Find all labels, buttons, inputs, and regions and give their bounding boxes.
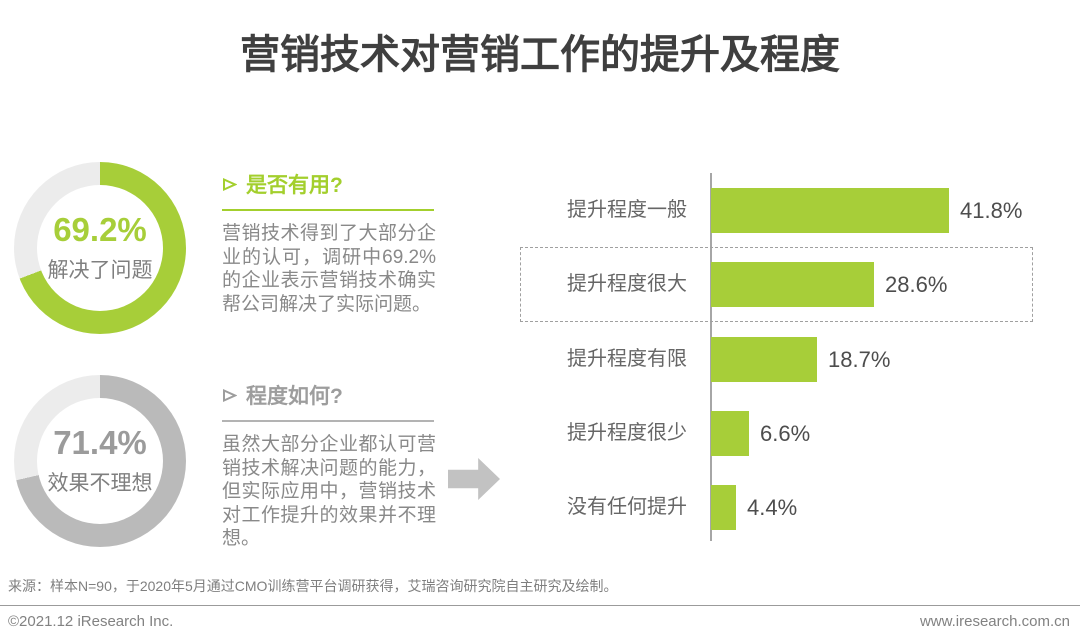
- chart-row: 提升程度有限 18.7%: [520, 337, 1068, 382]
- source-note: 来源：样本N=90，于2020年5月通过CMO训练营平台调研获得，艾瑞咨询研究院…: [8, 578, 618, 594]
- footer-divider: [0, 605, 1080, 606]
- category-label: 没有任何提升: [567, 496, 687, 518]
- value-label: 41.8%: [960, 198, 1023, 223]
- donut-label: 效果不理想: [47, 471, 153, 495]
- section-is-it-useful: 是否有用? 营销技术得到了大部分企业的认可，调研中69.2%的企业表示营销技术确…: [222, 169, 436, 316]
- category-label: 提升程度有限: [567, 348, 687, 370]
- section-header-text: 是否有用?: [246, 174, 343, 197]
- value-label: 18.7%: [828, 347, 891, 372]
- chart-row: 提升程度很大 28.6%: [520, 262, 1068, 307]
- donut-percent: 69.2%: [53, 211, 147, 249]
- section-body-text: 营销技术得到了大部分企业的认可，调研中69.2%的企业表示营销技术确实帮公司解决…: [222, 223, 436, 315]
- right-arrow-icon: [448, 458, 500, 500]
- highlight-dashed-box: [520, 247, 1033, 322]
- donut-percent: 71.4%: [53, 424, 147, 462]
- section-underline: [222, 209, 434, 211]
- chart-row: 没有任何提升 4.4%: [520, 485, 1068, 530]
- donut-center: 71.4% 效果不理想: [14, 375, 186, 547]
- donut-ring: [14, 375, 186, 547]
- category-label: 提升程度很大: [567, 273, 687, 295]
- section-body-text: 虽然大部分企业都认可营销技术解决问题的能力，但实际应用中，营销技术对工作提升的效…: [222, 434, 436, 549]
- page-title: 营销技术对营销工作的提升及程度: [240, 33, 840, 77]
- section-header-text: 程度如何?: [246, 385, 343, 408]
- donut-center: 69.2% 解决了问题: [14, 162, 186, 334]
- section-header: 是否有用?: [222, 169, 436, 199]
- section-to-what-degree: 程度如何? 虽然大部分企业都认可营销技术解决问题的能力，但实际应用中，营销技术对…: [222, 380, 436, 551]
- arrowhead-bullet-icon: [223, 388, 237, 402]
- bar: [711, 337, 817, 382]
- donut-ring: [14, 162, 186, 334]
- value-label: 28.6%: [885, 272, 948, 297]
- donut-chart-problem-solved: 69.2% 解决了问题: [14, 162, 186, 334]
- category-label: 提升程度一般: [567, 199, 687, 221]
- arrowhead-bullet-icon: [223, 177, 237, 191]
- bar: [711, 188, 949, 233]
- category-label: 提升程度很少: [567, 422, 687, 444]
- website-link[interactable]: www.iresearch.com.cn: [919, 613, 1070, 630]
- copyright-text: ©2021.12 iResearch Inc.: [8, 613, 174, 630]
- bar: [711, 262, 874, 307]
- section-underline: [222, 420, 434, 422]
- bar-chart: 提升程度一般 41.8% 提升程度很大 28.6% 提升程度有限 18.7% 提升程度很少 6…: [520, 173, 1068, 555]
- chart-row: 提升程度一般 41.8%: [520, 188, 1068, 233]
- donut-label: 解决了问题: [47, 258, 153, 282]
- value-label: 6.6%: [760, 421, 811, 446]
- bar: [711, 485, 736, 530]
- donut-chart-effect-not-ideal: 71.4% 效果不理想: [14, 375, 186, 547]
- section-header: 程度如何?: [222, 380, 436, 410]
- value-label: 4.4%: [747, 495, 798, 520]
- chart-row: 提升程度很少 6.6%: [520, 411, 1068, 456]
- bar: [711, 411, 749, 456]
